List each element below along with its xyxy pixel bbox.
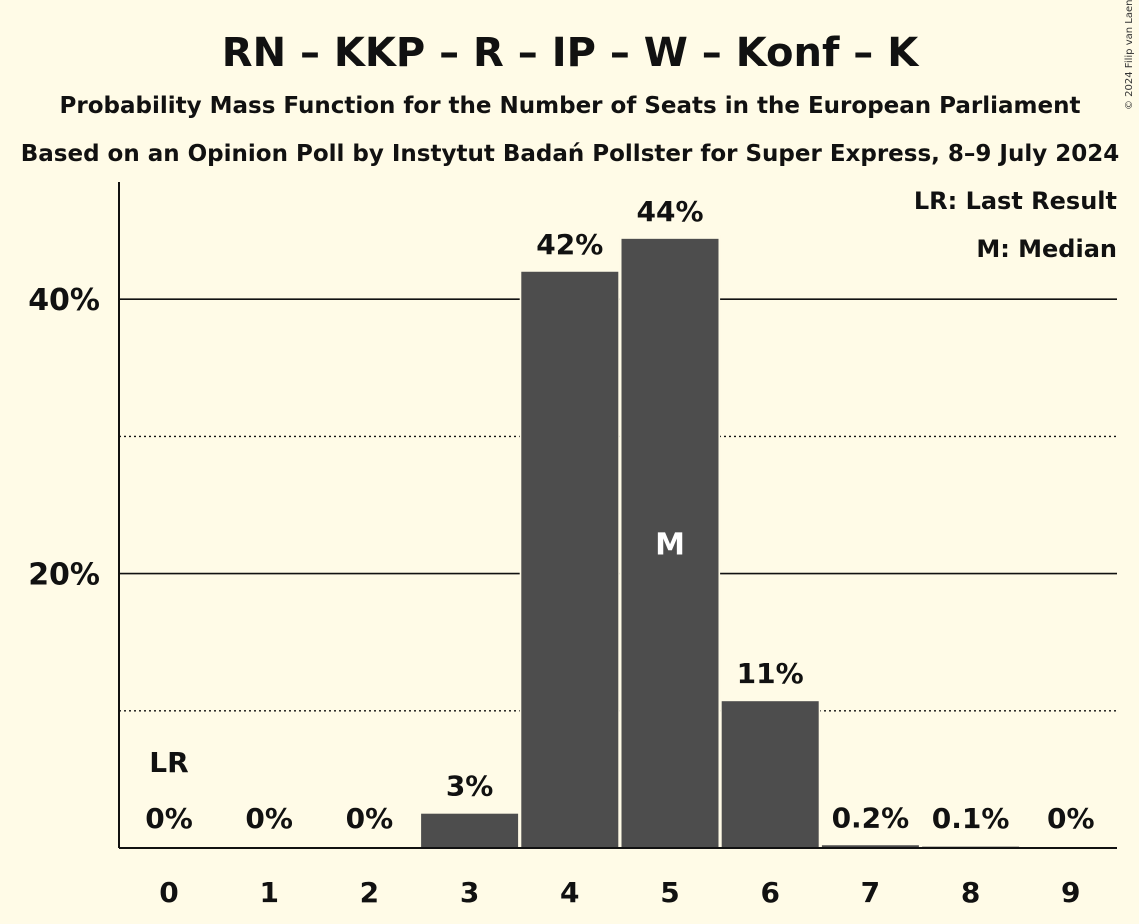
- value-label: 0%: [1047, 802, 1095, 835]
- chart-subtitle: Probability Mass Function for the Number…: [60, 93, 1081, 119]
- value-label: 3%: [446, 770, 494, 803]
- chart-source-line: Based on an Opinion Poll by Instytut Bad…: [21, 141, 1120, 167]
- value-label: 0%: [145, 802, 193, 835]
- x-tick-label: 6: [760, 876, 779, 909]
- labels: 20%40%00%10%20%33%442%544%611%70.2%80.1%…: [28, 195, 1094, 909]
- last-result-marker: LR: [149, 746, 188, 779]
- bar: [421, 813, 519, 848]
- x-tick-label: 7: [861, 876, 880, 909]
- value-label: 44%: [636, 195, 703, 228]
- bar: [521, 271, 619, 848]
- value-label: 42%: [536, 228, 603, 261]
- axes: [118, 182, 1117, 849]
- x-tick-label: 9: [1061, 876, 1080, 909]
- median-marker: M: [655, 527, 685, 562]
- bar-gap: [820, 841, 921, 848]
- chart-title: RN – KKP – R – IP – W – Konf – K: [222, 30, 920, 76]
- bar: [821, 845, 919, 848]
- x-tick-label: 0: [159, 876, 178, 909]
- value-label: 0%: [245, 802, 293, 835]
- y-tick-label: 40%: [28, 283, 100, 318]
- x-tick-label: 5: [660, 876, 679, 909]
- legend-median: M: Median: [976, 235, 1117, 263]
- bar: [721, 701, 819, 848]
- legend-last-result: LR: Last Result: [914, 187, 1117, 215]
- bar-gap: [920, 842, 1021, 848]
- value-label: 11%: [737, 657, 804, 690]
- x-tick-label: 1: [259, 876, 278, 909]
- x-tick-label: 8: [961, 876, 980, 909]
- value-label: 0.1%: [932, 802, 1010, 835]
- x-tick-label: 2: [360, 876, 379, 909]
- bar: [621, 238, 719, 848]
- value-label: 0.2%: [832, 801, 910, 834]
- y-tick-label: 20%: [28, 558, 100, 593]
- bars: [419, 234, 1021, 848]
- x-tick-label: 3: [460, 876, 479, 909]
- value-label: 0%: [346, 802, 394, 835]
- x-tick-label: 4: [560, 876, 579, 909]
- copyright-notice: © 2024 Filip van Laenen: [1124, 0, 1135, 110]
